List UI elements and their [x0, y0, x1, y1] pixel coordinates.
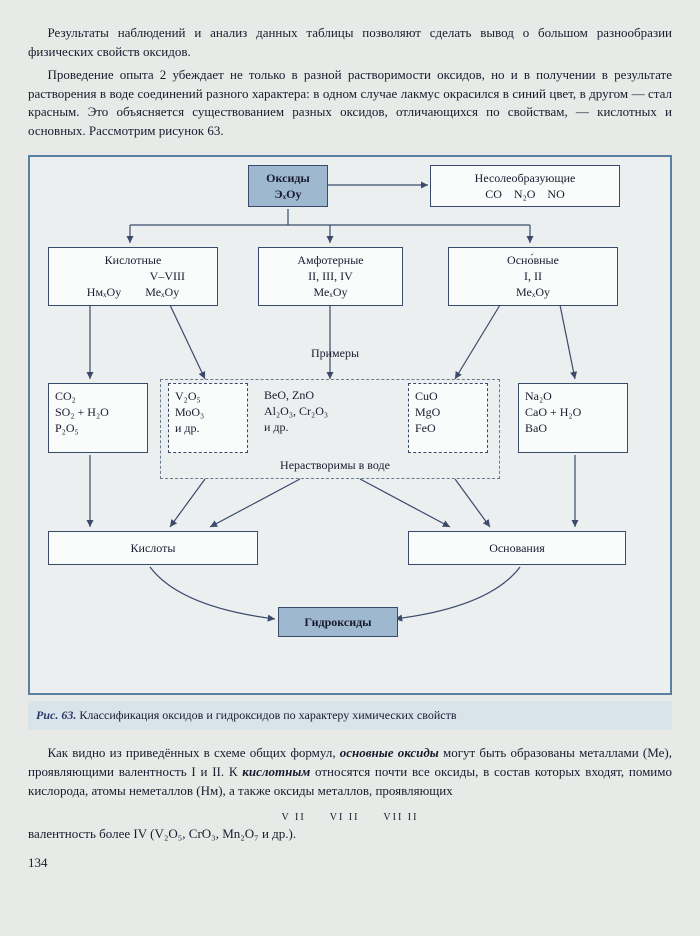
node-hydroxides: Гидроксиды — [278, 607, 398, 637]
p3a: Как видно из приведённых в схеме общих ф… — [48, 745, 340, 760]
p3d: кислотным — [242, 764, 310, 779]
basic-valency: I, II — [455, 268, 611, 284]
acidic-valency: V–VIII — [55, 268, 211, 284]
valency-row: V II VI II VII II — [28, 811, 672, 826]
acidic-title: Кислотные — [55, 252, 211, 268]
nonforming-items: CO N₂O NO — [437, 186, 613, 202]
node-basic: Осно́вные I, II МеₓОy — [448, 247, 618, 306]
paragraph-3: Как видно из приведённых в схеме общих ф… — [28, 744, 672, 801]
acidic-formulas: НмₓОy МеₓОy — [55, 284, 211, 300]
ex-acidic-left: CO₂ SO₂ + H₂O P₂O₅ — [48, 383, 148, 453]
node-oxides-root: Оксиды ЭₓОy — [248, 165, 328, 207]
node-acids: Кислоты — [48, 531, 258, 565]
root-title: Оксиды — [255, 170, 321, 186]
amphoteric-title: Амфотерные — [265, 252, 396, 268]
root-formula: ЭₓОy — [255, 186, 321, 202]
ex-basic-left: CuO MgO FeO — [408, 383, 488, 453]
examples-label: Примеры — [300, 345, 370, 362]
paragraph-2: Проведение опыта 2 убеждает не только в … — [28, 66, 672, 141]
figure-caption: Рис. 63. Классификация оксидов и гидрокс… — [28, 701, 672, 730]
basic-title: Осно́вные — [455, 252, 611, 268]
basic-formula: МеₓОy — [455, 284, 611, 300]
node-nonforming: Несолеобразующие CO N₂O NO — [430, 165, 620, 207]
nonforming-title: Несолеобразующие — [437, 170, 613, 186]
node-amphoteric: Амфотерные II, III, IV МеₓОy — [258, 247, 403, 306]
node-acidic: Кислотные V–VIII НмₓОy МеₓОy — [48, 247, 218, 306]
formula-line: валентность более IV (V₂O₅, CrO₃, Mn₂O₇ … — [28, 825, 672, 844]
ex-basic-right: Na₂O CaO + H₂O BaO — [518, 383, 628, 453]
ex-amphoteric: BeO, ZnO Al₂O₃, Cr₂O₃ и др. — [258, 383, 388, 453]
amphoteric-valency: II, III, IV — [265, 268, 396, 284]
page-number: 134 — [28, 854, 672, 873]
insoluble-label: Нерастворимы в воде — [250, 457, 420, 474]
node-bases: Основания — [408, 531, 626, 565]
ex-acidic-right: V₂O₅ МоO₃ и др. — [168, 383, 248, 453]
paragraph-1: Результаты наблюдений и анализ данных та… — [28, 24, 672, 62]
p3b: основные оксиды — [340, 745, 439, 760]
diagram-frame: Оксиды ЭₓОy Несолеобразующие CO N₂O NO К… — [28, 155, 672, 695]
caption-text: Классификация оксидов и гидроксидов по х… — [76, 708, 456, 722]
amphoteric-formula: МеₓОy — [265, 284, 396, 300]
caption-fig: Рис. 63. — [36, 708, 76, 722]
